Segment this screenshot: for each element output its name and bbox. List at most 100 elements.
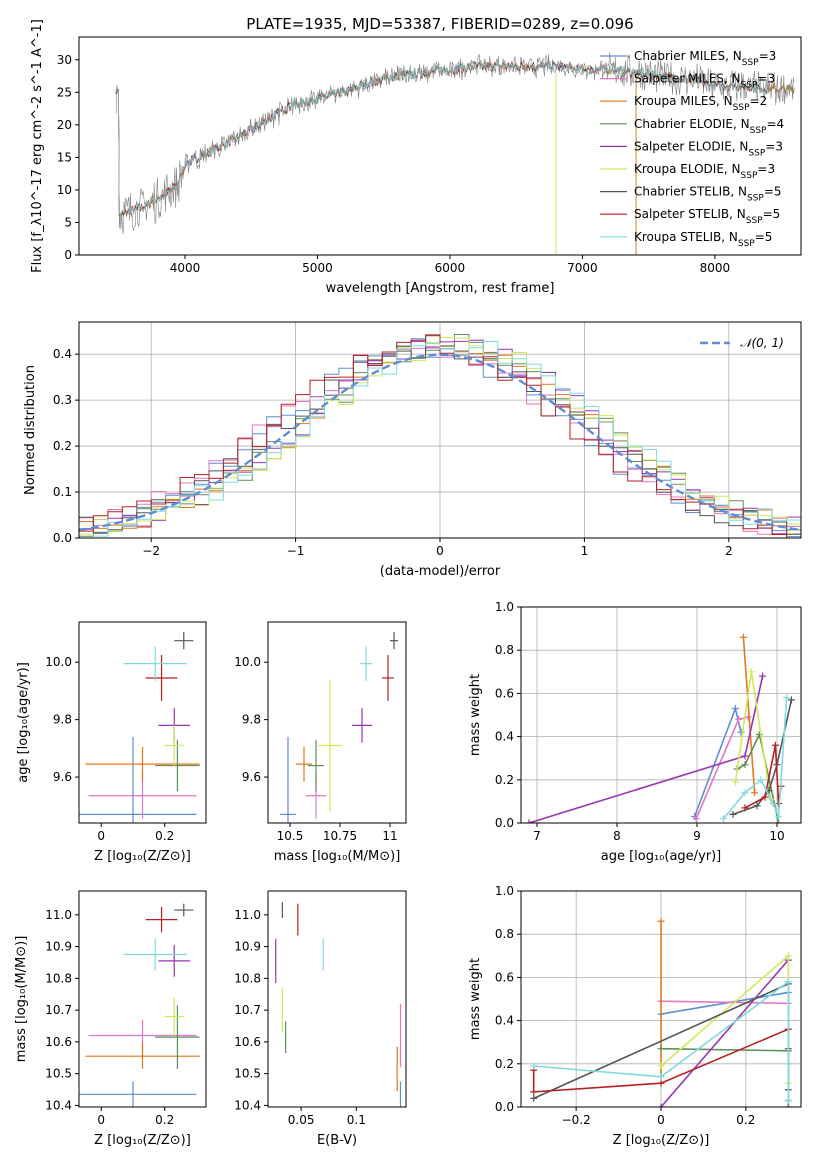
weight-marker: [530, 1094, 538, 1102]
x-tick-label: 8: [613, 829, 621, 843]
weight-marker: [775, 819, 783, 823]
weight-marker: [784, 1097, 792, 1105]
y-tick-label: 20: [57, 118, 72, 132]
y-tick-label: 10.9: [234, 940, 261, 954]
legend-entry: Kroupa STELIB, NSSP=5: [634, 230, 772, 249]
weight-marker: [771, 741, 779, 749]
x-tick-label: 0.2: [155, 829, 174, 843]
weight-marker: [525, 819, 533, 823]
y-tick-label: 10.5: [234, 1067, 261, 1081]
x-axis-label: Z [log₁₀(Z/Z⊙)]: [94, 849, 191, 864]
weight-marker: [657, 1045, 665, 1053]
x-axis-label: age [log₁₀(age/yr)]: [601, 849, 722, 864]
weight-marker: [769, 800, 777, 808]
weight-marker: [784, 952, 792, 960]
y-tick-label: 15: [57, 150, 72, 164]
x-tick-label: 0.05: [288, 1113, 315, 1127]
plot-area: [530, 917, 792, 1107]
weight-line: [742, 637, 756, 793]
axes-frame: [267, 621, 407, 824]
weight-marker: [735, 715, 743, 723]
weight-marker: [530, 1088, 538, 1096]
y-tick-label: 10.7: [45, 1003, 72, 1017]
axes-frame: [78, 36, 802, 256]
weight-marker: [775, 813, 783, 821]
y-tick-label: 10.8: [45, 971, 72, 985]
panel-mass-vs-EBV: 0.05 0.1 10.4 10.5 10.6 10.7 10.8 10.9 11.0 E(B-V…: [234, 890, 407, 1148]
legend-entry: Chabrier MILES, NSSP=3: [634, 49, 776, 68]
x-tick-label: 0.2: [155, 1113, 174, 1127]
axes-frame: [520, 606, 802, 824]
weight-line: [660, 1047, 790, 1107]
legend-entry: Salpeter MILES, NSSP=3: [634, 72, 775, 91]
weight-line: [528, 675, 764, 823]
weight-marker: [741, 789, 749, 797]
y-tick-label: 0.8: [495, 643, 514, 657]
x-tick-label: 7000: [567, 261, 598, 275]
weight-marker: [755, 730, 763, 738]
figure-title: PLATE=1935, MJD=53387, FIBERID=0289, z=0…: [246, 15, 633, 33]
x-tick-label: −1: [287, 544, 305, 558]
x-tick-label: 0: [436, 544, 444, 558]
y-tick-label: 0.4: [495, 1014, 514, 1028]
x-tick-label: 10.75: [323, 829, 357, 843]
weight-marker: [787, 696, 795, 704]
axes-frame: [78, 621, 207, 824]
weight-marker: [530, 1062, 538, 1070]
weight-marker: [761, 793, 769, 801]
model-spectrum: [115, 60, 769, 217]
y-tick-label: 0.2: [495, 1057, 514, 1071]
legend-entry: Chabrier ELODIE, NSSP=4: [634, 117, 784, 136]
x-tick-label: 0: [657, 1113, 665, 1127]
weight-marker: [729, 810, 737, 818]
panel-age-vs-Z: 0 0.2 9.6 9.8 10.0 Z [log₁₀(Z/Z⊙)] age [log₁₀(…: [16, 621, 207, 864]
y-axis-label: mass weight: [468, 958, 483, 1040]
weight-marker: [747, 668, 755, 676]
y-tick-label: 30: [57, 53, 72, 67]
y-tick-label: 10.4: [45, 1098, 72, 1112]
y-tick-label: 10.8: [234, 971, 261, 985]
weight-marker: [759, 672, 767, 680]
weight-marker: [731, 705, 739, 713]
y-tick-label: 11.0: [45, 908, 72, 922]
x-tick-label: 4000: [170, 261, 201, 275]
legend-entry: 𝒩(0, 1): [740, 336, 784, 350]
y-tick-label: 0.0: [53, 531, 72, 545]
y-tick-label: 1.0: [495, 884, 514, 898]
x-axis-label: (data-model)/error: [380, 564, 501, 579]
y-tick-label: 9.6: [242, 770, 261, 784]
y-tick-label: 25: [57, 85, 72, 99]
y-tick-label: 9.6: [53, 770, 72, 784]
weight-marker: [753, 802, 761, 810]
x-axis-label: wavelength [Angstrom, rest frame]: [326, 281, 555, 296]
x-tick-label: 11: [382, 829, 397, 843]
weight-marker: [657, 1073, 665, 1081]
plot-area: [79, 903, 200, 1107]
x-tick-label: 1: [581, 544, 589, 558]
x-tick-label: −0.2: [562, 1113, 591, 1127]
axes-frame: [520, 890, 802, 1108]
plot-area: [275, 902, 402, 1107]
y-tick-label: 5: [64, 215, 72, 229]
weight-line: [660, 959, 789, 1107]
x-tick-label: −2: [142, 544, 160, 558]
x-tick-label: 10.5: [277, 829, 304, 843]
x-tick-label: 0: [97, 829, 105, 843]
y-tick-label: 0.4: [495, 730, 514, 744]
weight-marker: [739, 633, 747, 641]
x-axis-label: E(B-V): [317, 1133, 357, 1148]
weight-marker: [741, 804, 749, 812]
y-tick-label: 10.6: [234, 1035, 261, 1049]
x-tick-label: 10: [769, 829, 784, 843]
y-tick-label: 0.1: [53, 485, 72, 499]
x-tick-label: 5000: [302, 261, 333, 275]
y-tick-label: 10.9: [45, 940, 72, 954]
observed-spectrum: [115, 52, 795, 234]
x-tick-label: 0.2: [736, 1113, 755, 1127]
weight-marker: [784, 1103, 792, 1107]
y-tick-label: 0.4: [53, 347, 72, 361]
panel-spectrum: 4000 5000 6000 7000 8000 0 5 10 15 20 25 30 waveleng…: [30, 19, 802, 296]
x-tick-label: 9: [693, 829, 701, 843]
plot-area: [79, 632, 200, 823]
